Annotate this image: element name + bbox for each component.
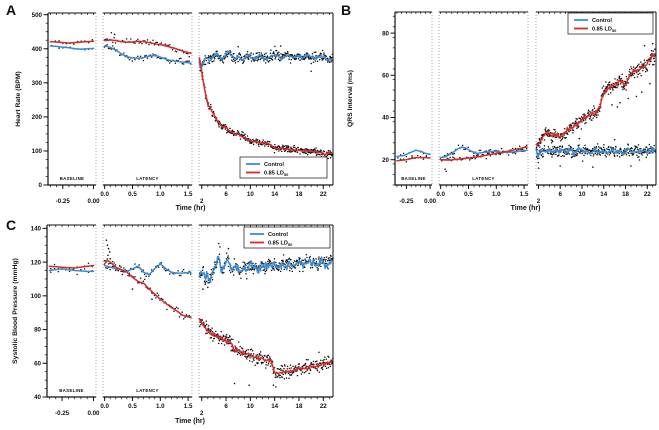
panel-c-letter: C xyxy=(6,217,17,233)
svg-text:0.00: 0.00 xyxy=(87,410,100,417)
panel-c: -0.25 0.00 BASELINE 0.0 0.5 1.0 1.5 LATENCY 2 6 10… xyxy=(0,215,345,430)
svg-text:0.00: 0.00 xyxy=(424,198,437,205)
svg-text:QRS Interval (ms): QRS Interval (ms) xyxy=(347,70,354,127)
svg-text:80: 80 xyxy=(34,327,41,334)
svg-text:14: 14 xyxy=(600,191,607,198)
svg-text:400: 400 xyxy=(32,46,43,53)
svg-text:60: 60 xyxy=(382,72,389,79)
svg-text:Time (hr): Time (hr) xyxy=(175,418,205,425)
svg-text:2: 2 xyxy=(537,198,541,205)
svg-text:22: 22 xyxy=(644,191,651,198)
svg-text:BASELINE: BASELINE xyxy=(60,176,85,181)
svg-text:10: 10 xyxy=(247,403,254,410)
svg-text:1.5: 1.5 xyxy=(184,403,193,410)
svg-text:1.0: 1.0 xyxy=(156,403,165,410)
svg-text:0.85 LD50: 0.85 LD50 xyxy=(268,241,293,247)
svg-text:22: 22 xyxy=(320,191,327,198)
svg-text:200: 200 xyxy=(32,114,43,121)
svg-text:0.5: 0.5 xyxy=(464,191,473,198)
svg-text:100: 100 xyxy=(31,293,42,300)
svg-text:-0.25: -0.25 xyxy=(55,410,70,417)
svg-text:140: 140 xyxy=(31,226,42,233)
svg-text:0.0: 0.0 xyxy=(100,403,109,410)
svg-text:14: 14 xyxy=(271,191,278,198)
svg-text:40: 40 xyxy=(34,394,41,401)
svg-text:0: 0 xyxy=(39,182,43,189)
panel-a: -0.25 0.00 BASELINE 0.0 0.5 1.0 1.5 LATENCY 2 6 10… xyxy=(0,0,340,215)
svg-text:1.0: 1.0 xyxy=(156,191,165,198)
panel-a-chart: -0.25 0.00 BASELINE 0.0 0.5 1.0 1.5 LATENCY 2 6 10… xyxy=(15,12,334,212)
svg-text:2: 2 xyxy=(200,198,204,205)
svg-text:Time (hr): Time (hr) xyxy=(511,205,541,212)
svg-text:BASELINE: BASELINE xyxy=(401,176,426,181)
svg-text:10: 10 xyxy=(579,191,586,198)
svg-text:LATENCY: LATENCY xyxy=(136,388,159,393)
panel-a-letter: A xyxy=(6,2,17,18)
svg-text:Control: Control xyxy=(592,18,612,24)
svg-text:18: 18 xyxy=(622,191,629,198)
svg-text:14: 14 xyxy=(271,403,278,410)
svg-text:80: 80 xyxy=(382,30,389,37)
svg-text:Control: Control xyxy=(268,232,288,238)
panel-b-chart: -0.25 0.00 BASELINE 0.0 0.5 1.0 1.5 LATENCY 2 6 10… xyxy=(347,11,657,212)
panel-b: -0.25 0.00 BASELINE 0.0 0.5 1.0 1.5 LATENCY 2 6 10… xyxy=(330,0,659,215)
svg-text:0.0: 0.0 xyxy=(436,191,445,198)
svg-text:0.5: 0.5 xyxy=(128,191,137,198)
svg-text:0.5: 0.5 xyxy=(128,403,137,410)
panel-c-chart: -0.25 0.00 BASELINE 0.0 0.5 1.0 1.5 LATENCY 2 6 10… xyxy=(12,224,334,425)
svg-text:LATENCY: LATENCY xyxy=(136,176,159,181)
svg-text:0.85 LD50: 0.85 LD50 xyxy=(264,171,289,177)
svg-text:22: 22 xyxy=(320,403,327,410)
svg-text:10: 10 xyxy=(247,191,254,198)
svg-text:Time (hr): Time (hr) xyxy=(176,205,206,212)
svg-text:18: 18 xyxy=(296,403,303,410)
svg-text:Systolic Blood Pressure (mmHg): Systolic Blood Pressure (mmHg) xyxy=(12,258,19,364)
svg-text:0.0: 0.0 xyxy=(100,191,109,198)
svg-text:1.0: 1.0 xyxy=(492,191,501,198)
svg-text:Heart Rate (BPM): Heart Rate (BPM) xyxy=(15,71,22,127)
svg-text:18: 18 xyxy=(296,191,303,198)
svg-text:500: 500 xyxy=(32,12,43,19)
svg-text:-0.25: -0.25 xyxy=(56,198,71,205)
svg-text:1.5: 1.5 xyxy=(520,191,529,198)
svg-text:6: 6 xyxy=(224,191,228,198)
svg-text:-0.25: -0.25 xyxy=(399,198,414,205)
svg-text:0.00: 0.00 xyxy=(88,198,101,205)
svg-text:300: 300 xyxy=(32,80,43,87)
svg-text:120: 120 xyxy=(31,259,42,266)
svg-text:LATENCY: LATENCY xyxy=(472,176,495,181)
svg-text:100: 100 xyxy=(32,148,43,155)
svg-text:0.85 LD50: 0.85 LD50 xyxy=(592,27,617,33)
svg-text:Control: Control xyxy=(264,162,284,168)
svg-text:20: 20 xyxy=(382,157,389,164)
svg-text:BASELINE: BASELINE xyxy=(59,388,84,393)
svg-text:40: 40 xyxy=(382,115,389,122)
svg-text:6: 6 xyxy=(558,191,562,198)
svg-text:60: 60 xyxy=(34,360,41,367)
svg-text:6: 6 xyxy=(224,403,228,410)
panel-b-letter: B xyxy=(341,2,352,18)
svg-text:1.5: 1.5 xyxy=(184,191,193,198)
svg-text:2: 2 xyxy=(200,410,204,417)
